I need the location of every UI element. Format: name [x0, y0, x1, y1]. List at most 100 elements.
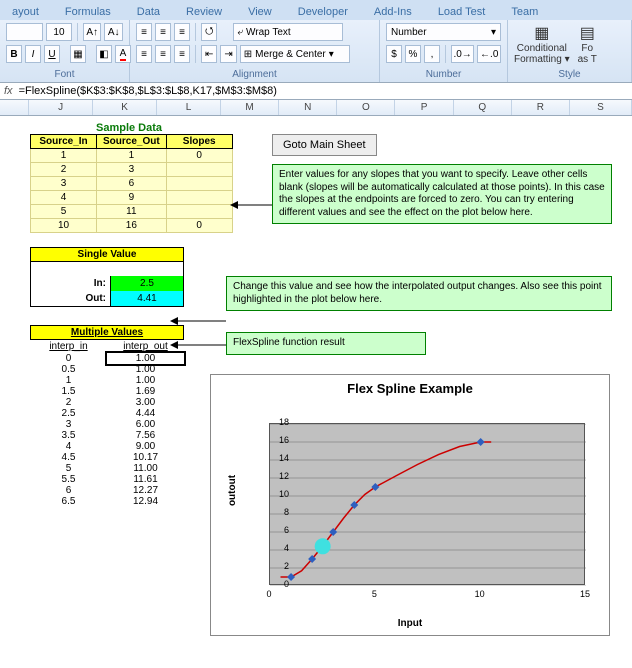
bold-button[interactable]: B	[6, 45, 22, 63]
cell[interactable]: 0	[30, 353, 107, 364]
column-header[interactable]: R	[512, 100, 570, 115]
cell[interactable]: 11.00	[107, 463, 184, 474]
cell[interactable]: 2	[31, 163, 97, 177]
fill-color-button[interactable]: ◧	[96, 45, 112, 63]
cell[interactable]: 1.69	[107, 386, 184, 397]
column-header[interactable]: K	[93, 100, 157, 115]
cell[interactable]: 4.5	[30, 452, 107, 463]
cell[interactable]: 1	[30, 375, 107, 386]
cell[interactable]: 12.94	[107, 496, 184, 507]
ribbon-tab[interactable]: Developer	[294, 4, 352, 20]
cell[interactable]: 6.5	[30, 496, 107, 507]
increase-decimal-icon[interactable]: .0→	[451, 45, 475, 63]
cell[interactable]: 10.17	[107, 452, 184, 463]
align-top-icon[interactable]: ≡	[136, 23, 152, 41]
wrap-text-button[interactable]: ⤶ Wrap Text	[233, 23, 343, 41]
cell[interactable]: 3	[31, 177, 97, 191]
cell[interactable]	[166, 205, 232, 219]
orientation-icon[interactable]: ⭯	[201, 23, 217, 41]
cell[interactable]: 1	[97, 149, 167, 163]
ribbon-tab[interactable]: Load Test	[434, 4, 490, 20]
number-format-selector[interactable]: Number ▾	[386, 23, 501, 41]
shrink-font-icon[interactable]: A↓	[104, 23, 123, 41]
merge-center-button[interactable]: ⊞ Merge & Center ▾	[240, 45, 350, 63]
cell[interactable]: 11.61	[107, 474, 184, 485]
cell[interactable]: 6.00	[107, 419, 184, 430]
font-size-selector[interactable]: 10	[46, 23, 72, 41]
percent-button[interactable]: %	[405, 45, 421, 63]
ribbon-tab[interactable]: Data	[133, 4, 164, 20]
indent-dec-icon[interactable]: ⇤	[201, 45, 217, 63]
conditional-formatting-button[interactable]: ▦ Conditional Formatting ▾	[514, 23, 570, 65]
format-as-table-button[interactable]: ▤ Fo as T	[578, 23, 597, 65]
decrease-decimal-icon[interactable]: ←.0	[477, 45, 501, 63]
column-header[interactable]: N	[279, 100, 337, 115]
ribbon-tab[interactable]: Formulas	[61, 4, 115, 20]
italic-button[interactable]: I	[25, 45, 41, 63]
goto-main-sheet-button[interactable]: Goto Main Sheet	[272, 134, 377, 156]
align-right-icon[interactable]: ≡	[174, 45, 190, 63]
ribbon-tab[interactable]: ayout	[8, 4, 43, 20]
cell[interactable]: 5	[31, 205, 97, 219]
cell[interactable]	[166, 191, 232, 205]
cell[interactable]: 5	[30, 463, 107, 474]
column-header[interactable]: O	[337, 100, 395, 115]
font-color-button[interactable]: A	[115, 45, 131, 63]
align-middle-icon[interactable]: ≡	[155, 23, 171, 41]
column-header[interactable]	[0, 100, 29, 115]
align-center-icon[interactable]: ≡	[155, 45, 171, 63]
cell[interactable]: 7.56	[107, 430, 184, 441]
cell[interactable]	[166, 163, 232, 177]
cell[interactable]: 3	[30, 419, 107, 430]
cell[interactable]: 5.5	[30, 474, 107, 485]
cell[interactable]: 0.5	[30, 364, 107, 375]
cell[interactable]: 11	[97, 205, 167, 219]
align-bottom-icon[interactable]: ≡	[174, 23, 190, 41]
cell[interactable]: 3.5	[30, 430, 107, 441]
fx-icon[interactable]: fx	[4, 85, 13, 97]
cell[interactable]: 9	[97, 191, 167, 205]
underline-button[interactable]: U	[44, 45, 60, 63]
cell[interactable]: 10	[31, 219, 97, 233]
font-name-selector[interactable]	[6, 23, 43, 41]
cell[interactable]: 6	[30, 485, 107, 496]
column-header[interactable]: J	[29, 100, 93, 115]
cell[interactable]: 0	[166, 149, 232, 163]
ribbon-tab[interactable]: Review	[182, 4, 226, 20]
column-header[interactable]: Q	[454, 100, 512, 115]
cell[interactable]: 1.00	[107, 353, 184, 364]
column-header[interactable]: M	[221, 100, 279, 115]
cell[interactable]: 1.5	[30, 386, 107, 397]
cell[interactable]: 4	[31, 191, 97, 205]
cell[interactable]: 12.27	[107, 485, 184, 496]
cell[interactable]: 16	[97, 219, 167, 233]
currency-button[interactable]: $	[386, 45, 402, 63]
ribbon-tab[interactable]: View	[244, 4, 276, 20]
cell[interactable]: 2	[30, 397, 107, 408]
cell[interactable]: 4.44	[107, 408, 184, 419]
border-button[interactable]: ▦	[70, 45, 86, 63]
cell[interactable]: 6	[97, 177, 167, 191]
ribbon-tab[interactable]: Add-Ins	[370, 4, 416, 20]
cell[interactable]: 2.5	[30, 408, 107, 419]
cell[interactable]: 1.00	[107, 375, 184, 386]
cell[interactable]: 1	[31, 149, 97, 163]
comma-button[interactable]: ,	[424, 45, 440, 63]
wrap-icon: ⤶	[237, 27, 243, 38]
column-header[interactable]: P	[395, 100, 453, 115]
cell[interactable]: 9.00	[107, 441, 184, 452]
align-left-icon[interactable]: ≡	[136, 45, 152, 63]
grow-font-icon[interactable]: A↑	[83, 23, 102, 41]
column-header[interactable]: L	[157, 100, 221, 115]
cell[interactable]: 4	[30, 441, 107, 452]
cell[interactable]: 3	[97, 163, 167, 177]
ribbon-tab[interactable]: Team	[507, 4, 542, 20]
indent-inc-icon[interactable]: ⇥	[220, 45, 236, 63]
column-header[interactable]: S	[570, 100, 632, 115]
cell[interactable]: 0	[166, 219, 232, 233]
cell[interactable]: 1.00	[107, 364, 184, 375]
cell[interactable]	[166, 177, 232, 191]
single-in-cell[interactable]: 2.5	[110, 276, 183, 291]
cell[interactable]: 3.00	[107, 397, 184, 408]
formula-input[interactable]	[19, 85, 628, 97]
